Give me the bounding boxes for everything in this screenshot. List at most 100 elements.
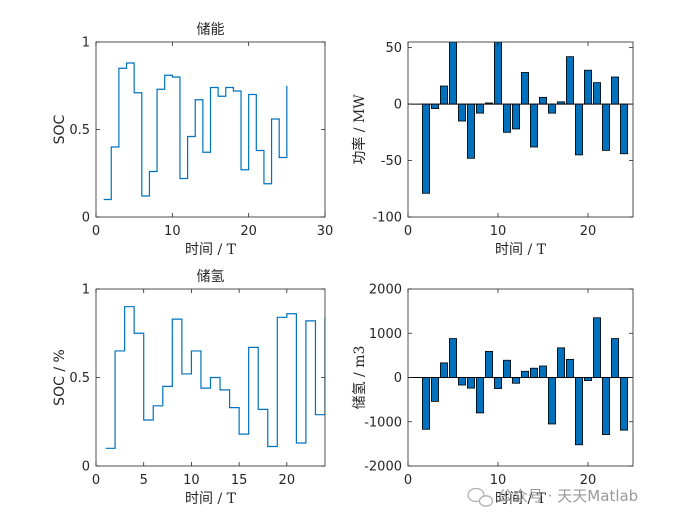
storage-power-bar <box>439 85 448 105</box>
storage-power-y-tick-label: 0 <box>394 98 402 113</box>
storage-soc-x-tick-label: 30 <box>317 224 334 239</box>
storage-power-axes-box <box>407 41 634 218</box>
hydrogen-soc-x-axis-label: 时间 / T <box>185 491 237 507</box>
hydrogen-soc-x-tick-label: 5 <box>140 473 148 488</box>
storage-power-bar <box>530 103 539 148</box>
hydrogen-soc-x-tick-label: 10 <box>183 473 200 488</box>
storage-soc-x-tick-label: 20 <box>240 224 257 239</box>
hydrogen-power-bar <box>611 338 620 378</box>
hydrogen-power-bar <box>493 377 502 389</box>
watermark-text: 公众号 · 天天Matlab <box>498 487 638 505</box>
storage-power-y-axis-label: 功率 / MW <box>351 94 368 165</box>
hydrogen-power-bar <box>575 377 584 446</box>
storage-power-x-tick-label: 0 <box>404 224 412 239</box>
storage-power-plot-area <box>408 42 633 194</box>
hydrogen-power-bar <box>530 367 539 378</box>
hydrogen-soc-y-tick-label: 0 <box>82 460 90 475</box>
hydrogen-power-bar <box>421 377 430 430</box>
storage-power-bar <box>493 42 502 105</box>
hydrogen-soc-x-tick-label: 0 <box>92 473 100 488</box>
hydrogen-power-bar <box>502 359 511 378</box>
hydrogen-power-bar <box>466 377 475 389</box>
wechat-bubble-small <box>478 495 494 507</box>
hydrogen-power-y-tick-label: 2000 <box>369 283 402 298</box>
hydrogen-power-x-tick-label: 0 <box>404 473 412 488</box>
hydrogen-power-bar <box>439 362 448 378</box>
storage-power-x-tick-label: 10 <box>490 224 507 239</box>
hydrogen-power-x-tick-label: 20 <box>580 473 597 488</box>
storage-power-bar <box>539 96 548 105</box>
storage-soc-x-axis-label: 时间 / T <box>185 242 237 258</box>
hydrogen-soc-x-tick-label: 20 <box>279 473 296 488</box>
storage-power-y-tick-label: -100 <box>372 211 402 226</box>
hydrogen-power-bar <box>448 338 457 378</box>
hydrogen-soc-y-tick-label: 1 <box>82 283 90 298</box>
storage-power-bar <box>457 103 466 122</box>
storage-power-y-tick-label: 50 <box>385 41 402 56</box>
hydrogen-power-y-axis-label: 储氢 / m3 <box>352 346 368 410</box>
storage-soc-y-tick-label: 1 <box>82 36 90 51</box>
hydrogen-power-bar <box>557 347 566 378</box>
hydrogen-soc-title: 储氢 <box>197 269 225 285</box>
storage-power-x-tick-label: 20 <box>580 224 597 239</box>
hydrogen-power-y-tick-label: -1000 <box>364 415 402 430</box>
hydrogen-power-bar <box>566 358 575 378</box>
storage-soc-y-axis-label: SOC <box>52 114 68 144</box>
storage-power-bar <box>512 103 521 130</box>
hydrogen-power-bar <box>430 377 439 402</box>
hydrogen-power-x-tick-label: 10 <box>490 473 507 488</box>
storage-power-x-axis-label: 时间 / T <box>495 242 547 258</box>
storage-soc-x-tick-label: 10 <box>164 224 181 239</box>
storage-power-bar <box>475 103 484 114</box>
storage-soc-plot-area <box>103 62 288 201</box>
hydrogen-soc-x-tick-label: 15 <box>231 473 248 488</box>
storage-power-bar <box>430 103 439 110</box>
storage-power-bar <box>620 103 629 155</box>
hydrogen-power-bar <box>602 377 611 435</box>
hydrogen-power-bar <box>484 350 493 378</box>
storage-power-bar <box>421 103 430 194</box>
wechat-bubble-large <box>467 487 485 503</box>
storage-power-bar <box>521 72 530 105</box>
storage-soc-series-line <box>103 62 288 201</box>
storage-power-bar <box>466 103 475 159</box>
watermark: 公众号 · 天天Matlab <box>467 487 638 507</box>
hydrogen-soc-y-axis-label: SOC / % <box>52 349 68 406</box>
hydrogen-power-chart: 0 10 20 -2000 -1000 0 1000 2000 时间 / T 储氢 / m3 <box>352 283 634 507</box>
hydrogen-power-bar <box>593 317 602 378</box>
hydrogen-power-bar <box>539 365 548 378</box>
hydrogen-power-x-axis-label: 时间 / T <box>495 491 547 507</box>
storage-power-bar <box>575 103 584 156</box>
storage-power-chart: 0 10 20 -100 -50 0 50 时间 / T 功率 / MW <box>351 41 634 258</box>
hydrogen-power-bar <box>475 377 484 414</box>
hydrogen-power-bar <box>548 377 557 425</box>
storage-power-bar <box>611 76 620 105</box>
wechat-icon <box>467 487 494 507</box>
hydrogen-soc-y-tick-label: 0.5 <box>69 371 90 386</box>
hydrogen-soc-series-line <box>105 306 325 449</box>
storage-power-bar <box>448 42 457 105</box>
hydrogen-power-plot-area <box>408 317 633 446</box>
hydrogen-power-bar <box>521 370 530 378</box>
hydrogen-power-y-tick-label: -2000 <box>364 460 402 475</box>
storage-power-bar <box>593 82 602 105</box>
storage-power-bar <box>602 103 611 151</box>
hydrogen-power-bar <box>620 377 629 431</box>
hydrogen-power-bar <box>457 377 466 386</box>
storage-soc-x-tick-label: 0 <box>92 224 100 239</box>
storage-soc-y-tick-label: 0 <box>82 211 90 226</box>
storage-power-y-tick-label: -50 <box>381 154 402 169</box>
hydrogen-power-y-tick-label: 0 <box>394 371 402 386</box>
storage-power-bar <box>548 103 557 114</box>
hydrogen-power-bar <box>512 377 521 384</box>
hydrogen-soc-plot-area <box>105 306 325 449</box>
storage-soc-y-tick-label: 0.5 <box>69 123 90 138</box>
storage-soc-title: 储能 <box>197 22 225 38</box>
storage-power-bar <box>566 56 575 105</box>
hydrogen-power-y-tick-label: 1000 <box>369 327 402 342</box>
storage-power-bar <box>502 103 511 133</box>
storage-power-bar <box>584 69 593 105</box>
